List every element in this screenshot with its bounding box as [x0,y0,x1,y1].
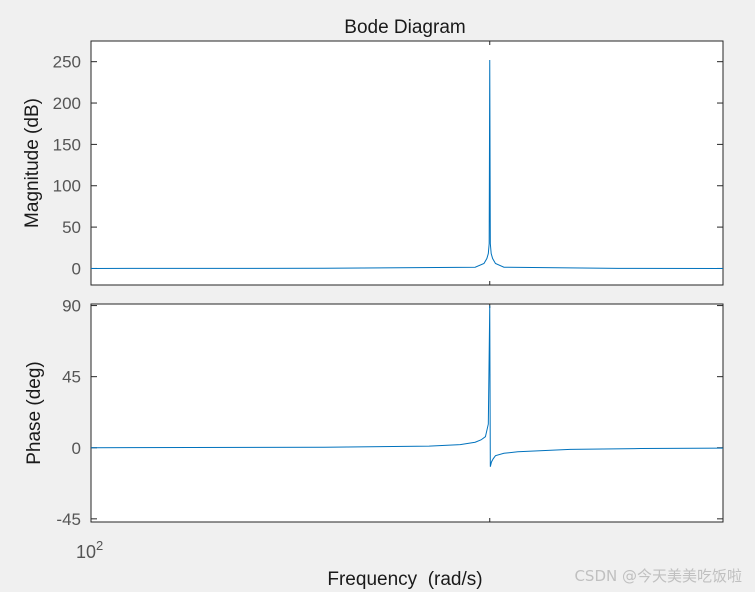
magnitude-series-line [90,60,724,269]
magnitude-y-tick-label: 150 [53,135,81,154]
x-axis-label: Frequency (rad/s) [327,569,482,590]
chart-title: Bode Diagram [344,17,465,38]
svg-text:102: 102 [76,538,103,562]
magnitude-y-ticks: 0 50 100 150 200 250 [53,53,723,278]
phase-y-tick-label: 45 [62,368,81,387]
phase-y-tick-label: 0 [72,439,81,458]
phase-y-tick-label: -45 [56,510,81,529]
phase-plot-area [90,303,724,523]
magnitude-y-tick-label: 50 [62,218,81,237]
magnitude-y-tick-label: 100 [53,177,81,196]
phase-y-label: Phase (deg) [24,361,45,465]
phase-y-tick-label: 90 [62,297,81,316]
x-tick-label-100: 102 [76,538,103,562]
magnitude-y-tick-label: 250 [53,53,81,72]
x-tick-base: 10 [76,542,96,562]
magnitude-axes: 0 50 100 150 200 250 Magnitude (dB) [22,40,724,286]
magnitude-y-tick-label: 200 [53,94,81,113]
magnitude-y-label: Magnitude (dB) [22,98,43,228]
magnitude-y-tick-label: 0 [72,259,81,278]
watermark: CSDN @今天美美吃饭啦 [574,567,742,585]
x-tick-exponent: 2 [96,538,103,553]
phase-axes: -45 0 45 90 Phase (deg) [24,297,724,529]
phase-y-ticks: -45 0 45 90 [56,297,723,529]
phase-series-line [90,305,724,467]
magnitude-x-minor-ticks [90,41,724,285]
magnitude-plot-area [90,40,724,286]
